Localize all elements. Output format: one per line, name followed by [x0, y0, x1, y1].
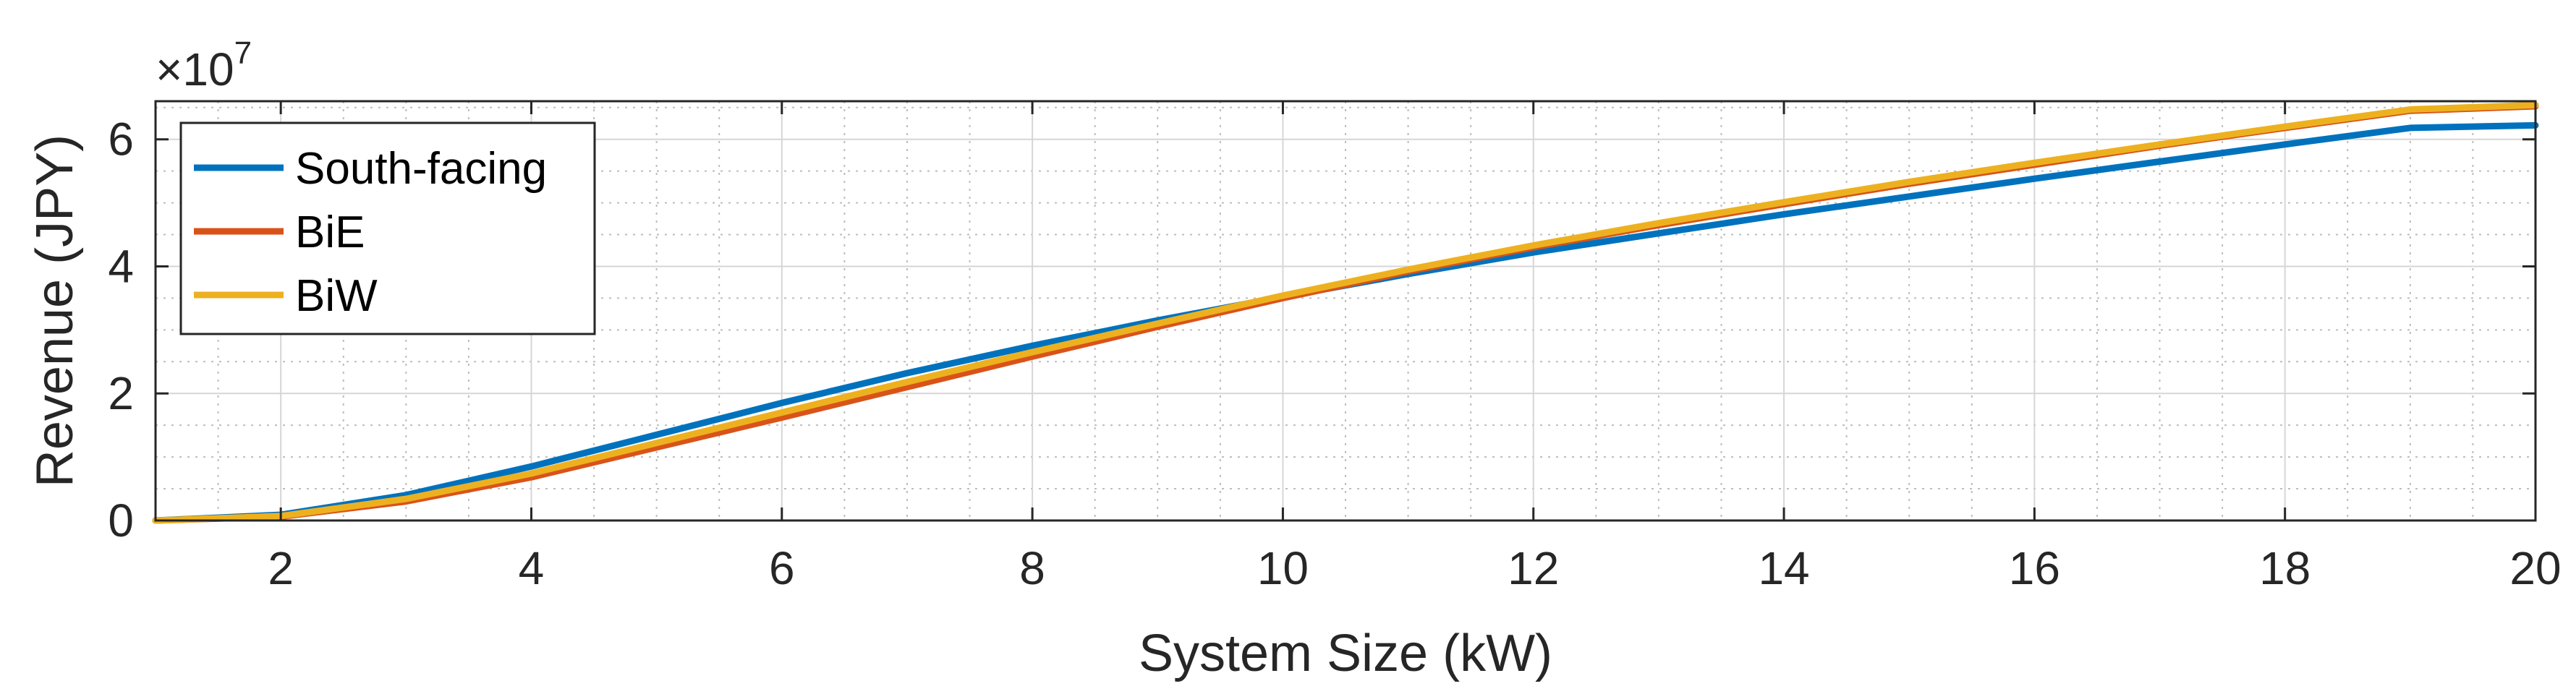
x-tick-label: 8: [1019, 542, 1045, 594]
y-exponent-power: 7: [234, 35, 252, 71]
series-line-2: [152, 101, 2539, 524]
x-tick-label: 12: [1508, 542, 1559, 594]
series-layer: [152, 101, 2539, 524]
y-tick-label: 2: [108, 367, 134, 419]
plot-frame: [154, 100, 2537, 522]
x-tick-label: 14: [1758, 542, 1809, 594]
y-tick-label: 4: [108, 240, 134, 292]
legend: South-facing BiE BiW: [179, 121, 596, 335]
y-exponent: ×107: [156, 35, 252, 95]
y-tick-label: 6: [108, 113, 134, 166]
y-axis-title: Revenue (JPY): [26, 134, 84, 487]
x-tick-label: 16: [2009, 542, 2060, 594]
y-tick-label: 0: [108, 494, 134, 547]
minor-grid: [155, 101, 2535, 520]
x-tick-label: 18: [2259, 542, 2311, 594]
legend-label-2: BiW: [295, 271, 378, 321]
x-tick-label: 10: [1257, 542, 1309, 594]
x-axis: 2 4 6 8 10 12 14 16 18 20: [268, 101, 2562, 594]
x-tick-label: 4: [519, 542, 545, 594]
legend-label-0: South-facing: [295, 144, 547, 194]
x-tick-label: 2: [268, 542, 294, 594]
y-exponent-base: ×10: [156, 43, 234, 95]
x-tick-label: 6: [769, 542, 795, 594]
y-axis: 0 2 4 6: [108, 113, 2535, 547]
x-tick-label: 20: [2509, 542, 2561, 594]
x-axis-title: System Size (kW): [1139, 625, 1552, 682]
legend-label-1: BiE: [295, 207, 365, 257]
